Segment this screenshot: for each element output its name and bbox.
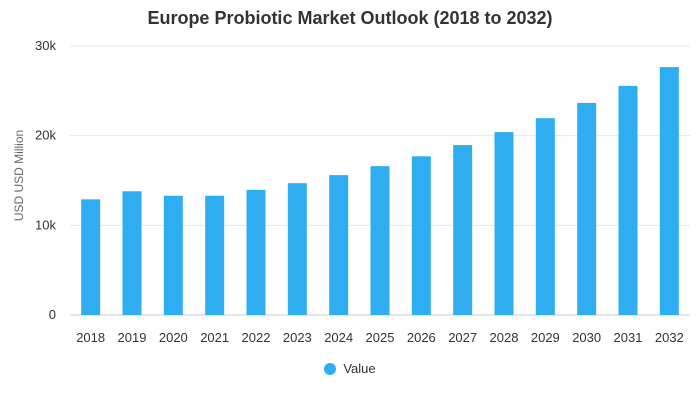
legend-label: Value xyxy=(343,361,376,376)
x-tick-label: 2030 xyxy=(572,330,601,345)
y-tick-label: 30k xyxy=(35,38,56,53)
x-tick-label: 2021 xyxy=(200,330,229,345)
bar-2023[interactable] xyxy=(287,183,307,315)
bar-2020[interactable] xyxy=(163,195,183,315)
bars xyxy=(81,67,679,316)
bar-2031[interactable] xyxy=(618,85,638,315)
x-tick-label: 2022 xyxy=(242,330,271,345)
bar-2029[interactable] xyxy=(535,118,555,315)
x-tick-label: 2018 xyxy=(76,330,105,345)
bar-2028[interactable] xyxy=(494,132,514,315)
x-tick-label: 2024 xyxy=(324,330,353,345)
x-tick-label: 2027 xyxy=(448,330,477,345)
x-tick-label: 2023 xyxy=(283,330,312,345)
x-tick-label: 2026 xyxy=(407,330,436,345)
legend-swatch xyxy=(324,362,337,375)
bar-2019[interactable] xyxy=(122,191,142,315)
bar-2022[interactable] xyxy=(246,189,266,315)
legend: Value xyxy=(0,361,700,376)
y-axis-title: USD USD Million xyxy=(12,130,26,221)
x-tick-label: 2025 xyxy=(366,330,395,345)
bar-2032[interactable] xyxy=(659,67,679,316)
x-tick-label: 2020 xyxy=(159,330,188,345)
bar-2026[interactable] xyxy=(411,156,431,315)
y-tick-label: 20k xyxy=(35,128,56,143)
bar-2021[interactable] xyxy=(205,195,225,315)
bar-2025[interactable] xyxy=(370,166,390,315)
bar-2024[interactable] xyxy=(329,175,349,315)
bar-2027[interactable] xyxy=(453,145,473,315)
x-tick-label: 2031 xyxy=(614,330,643,345)
x-tick-label: 2029 xyxy=(531,330,560,345)
y-axis-tick-labels: 0 10k 20k 30k xyxy=(35,38,56,322)
chart-title: Europe Probiotic Market Outlook (2018 to… xyxy=(147,8,553,28)
y-tick-label: 10k xyxy=(35,217,56,232)
x-axis-tick-labels: 2018 2019 2020 2021 2022 2023 2024 2025 2026 2027… xyxy=(76,330,684,345)
x-tick-label: 2028 xyxy=(490,330,519,345)
bar-2030[interactable] xyxy=(577,102,597,316)
bar-2018[interactable] xyxy=(81,199,101,315)
x-tick-label: 2032 xyxy=(655,330,684,345)
y-tick-label: 0 xyxy=(49,307,56,322)
x-tick-label: 2019 xyxy=(118,330,147,345)
